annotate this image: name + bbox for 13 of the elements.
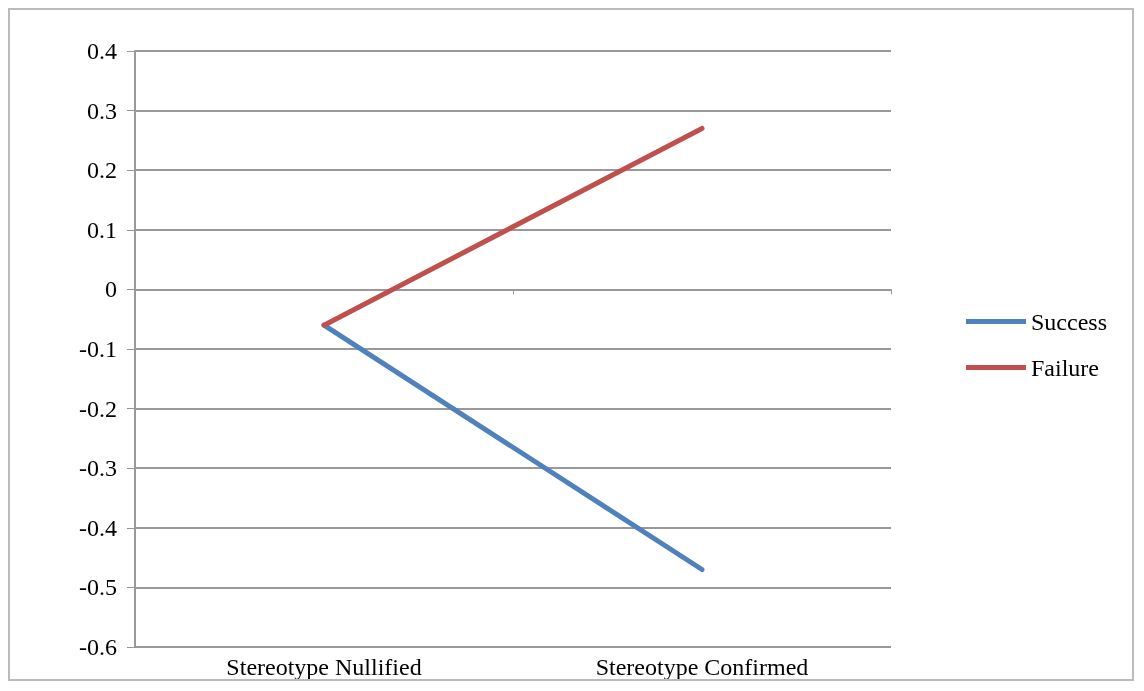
y-tick-label: -0.1 [79,336,117,362]
y-tick-label: 0.2 [87,157,117,184]
y-tick-label: 0.3 [87,97,117,124]
y-tick-label: -0.4 [79,514,117,541]
y-tick-label: -0.5 [79,574,117,601]
y-tick-label: -0.2 [79,395,117,422]
y-tick-label: 0 [105,276,117,303]
y-tick-label: -0.6 [79,634,117,660]
y-tick-label: -0.3 [79,455,117,482]
y-tick-label: 0.1 [87,216,117,243]
legend-label: Failure [1031,354,1099,381]
y-tick-label: 0.4 [87,38,117,64]
legend-label: Success [1031,308,1107,335]
